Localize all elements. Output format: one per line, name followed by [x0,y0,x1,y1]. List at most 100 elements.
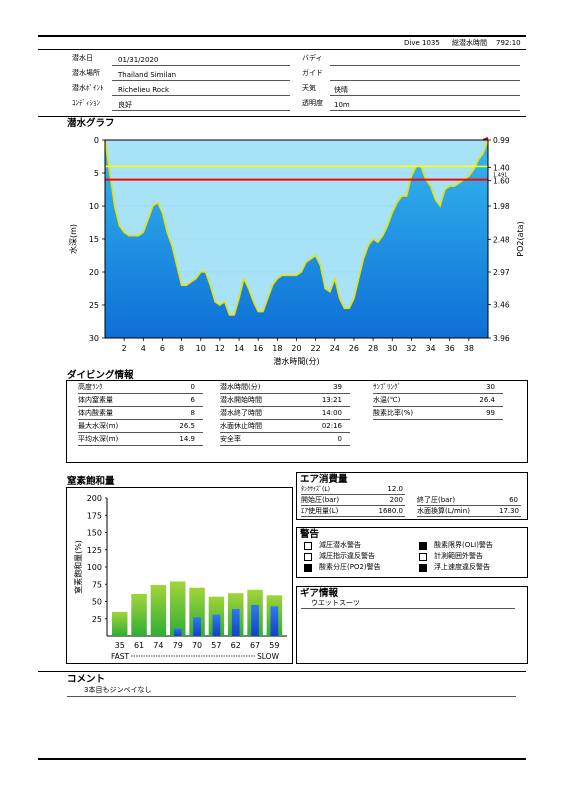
nitro-bar-green [170,581,186,636]
depth-line [104,139,489,316]
diving-info-value: 13:21 [321,396,342,404]
warning-box: 警告 減圧潜水警告 酸素限界(OLI)警告 減圧指示違反警告 計測範囲外警告 酸素分圧(… [296,527,528,578]
comment-underline [67,696,516,697]
gear-text: ウエットスーツ [311,599,360,607]
warning-label: 計測範囲外警告 [434,552,483,560]
diving-info-underline [220,406,350,407]
surface-rate-value: 17.30 [498,507,519,515]
info-right-underline-3 [330,110,520,111]
graph-rule [38,116,526,117]
diving-info-label: ｻﾝﾌﾟﾘﾝｸﾞ [373,383,401,391]
start-pressure-value: 200 [389,496,403,504]
diving-info-value: 39 [333,383,342,391]
top-rule [38,35,526,37]
warning-label: 減圧潜水警告 [319,541,361,549]
nitro-category-label: 79 [173,641,183,650]
nitro-tick-label: 100 [87,563,102,572]
diving-info-label: 最大水深(m) [78,422,119,430]
x-axis-label: 潜水時間(分) [273,356,319,366]
nitro-bar-green [112,611,128,636]
gear-title: ギア情報 [300,588,339,599]
diving-info-value: 02:16 [321,422,342,430]
bottom-rule [38,758,526,760]
info-right-underline-0 [330,65,520,66]
left-tick-label: 5 [94,169,99,178]
diving-info-value: 0 [190,383,195,391]
surface-rate-label: 水面換算(L/min) [417,507,470,515]
info-right-label-1: ガイド [302,69,323,77]
checkbox-unchecked [419,553,427,561]
comment-text: 3本目もジンベイなし [84,686,152,694]
info-label-2: 潜水ﾎﾟｲﾝﾄ [72,84,104,92]
diving-info-label: 平均水深(m) [78,435,119,443]
right-tick-label: 1.60 [493,177,510,186]
nitro-y-label: 窒素飽和量(%) [73,540,83,594]
diving-info-label: 体内窒素量 [78,396,113,404]
dive-profile-chart: 0 5 10 15 20 25 30 0.99 1.40 1.60 1.98 2.48 2.97 3.46… [68,136,525,366]
nitro-category-label: 59 [269,641,279,650]
nitro-category-label: 70 [192,641,202,650]
diving-info-underline [220,393,350,394]
info-underline-0 [112,65,290,66]
start-underline [301,505,405,506]
info-right-underline-1 [330,80,520,81]
nitro-bar-blue [231,609,240,636]
y-axis-label: 水深(m) [68,224,78,254]
x-tick-label: 10 [196,344,206,353]
right-tick-label: 0.99 [493,136,510,145]
right-tick-label: 3.46 [493,301,510,310]
air-used-value: 1680.0 [378,507,404,515]
checkbox-unchecked [304,553,312,561]
diving-info-value: 26.5 [179,422,195,430]
left-tick-label: 10 [89,202,99,211]
diving-info-value: 8 [190,409,195,417]
x-tick-label: 38 [464,344,474,353]
x-tick-label: 20 [291,344,301,353]
info-underline-2 [112,95,290,96]
nitro-category-label: 57 [211,641,221,650]
x-tick-label: 2 [122,344,127,353]
nitrogen-box: 200 175 150 125 100 75 50 25 35 61 74 79 70 57 62 67 59 F… [66,487,293,664]
nitro-bar-blue [212,614,221,636]
info-right-underline-2 [330,95,520,96]
end-pressure-label: 終了圧(bar) [417,496,456,504]
x-tick-label: 12 [215,344,225,353]
nitro-tick-label: 75 [92,580,102,589]
diving-info-label: 水面休止時間 [220,422,262,430]
nitro-category-label: 74 [153,641,163,650]
total-time-label: 総潜水時間 [452,39,487,47]
diving-info-underline [373,419,503,420]
left-tick-label: 25 [89,301,99,310]
nitro-tick-label: 25 [92,615,102,624]
info-value-2: Richelieu Rock [118,86,169,94]
diving-info-underline [373,393,503,394]
header-rule [38,49,526,50]
right-tick-label: 2.48 [493,235,510,244]
nitro-tick-label: 150 [87,529,102,538]
x-tick-label: 22 [311,344,321,353]
nitro-bar-green [131,593,147,636]
diving-info-label: 高度ﾗﾝｸ [78,383,103,391]
nitro-bar-blue [270,606,279,636]
air-box: エア消費量 ﾀﾝｸｻｲｽﾞ(L) 12.0 開始圧(bar) 200 終了圧(b… [296,472,528,520]
x-tick-label: 14 [234,344,244,353]
x-tick-label: 4 [141,344,146,353]
x-tick-label: 24 [330,344,340,353]
x-tick-label: 30 [387,344,397,353]
checkbox-checked [304,564,312,572]
right-small-label: 1.491 [493,172,507,178]
diving-info-label: 体内酸素量 [78,409,113,417]
tank-label: ﾀﾝｸｻｲｽﾞ(L) [301,486,331,493]
diving-info-value: 14:00 [321,409,342,417]
diving-info-value: 14.9 [179,435,195,443]
diving-info-value: 26.4 [479,396,495,404]
diving-info-label: 水温(℃) [373,396,401,404]
left-tick-label: 20 [89,268,99,277]
comment-title: コメント [67,674,106,685]
x-tick-label: 26 [349,344,359,353]
info-right-label-0: バディ [302,54,323,62]
info-value-1: Thailand Similan [118,71,177,79]
end-underline [417,505,521,506]
info-underline-3 [112,110,290,111]
x-tick-label: 28 [368,344,378,353]
